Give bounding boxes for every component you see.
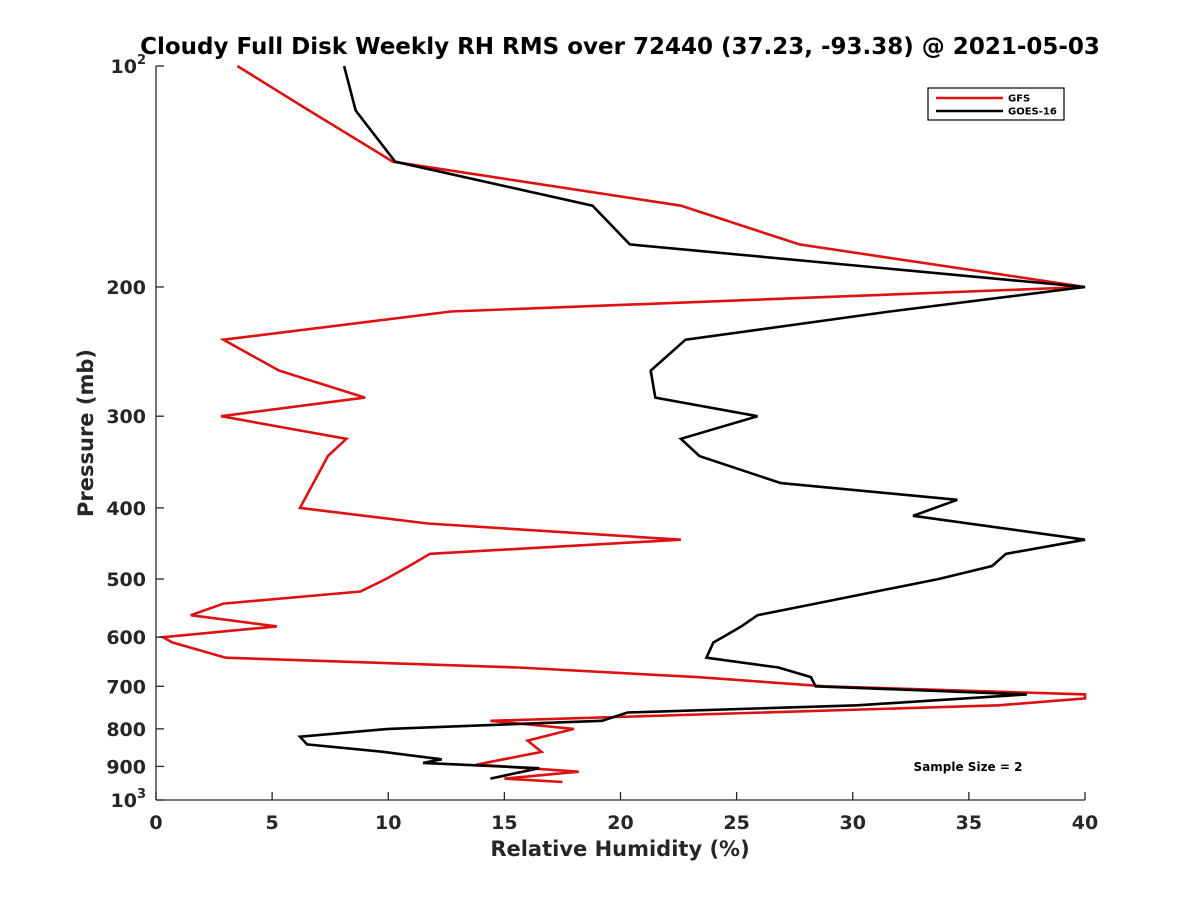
x-tick-label: 5 (266, 812, 279, 834)
legend: GFS GOES-16 (927, 87, 1065, 121)
x-tick-label: 15 (491, 812, 517, 834)
y-tick-label: 500 (106, 569, 146, 591)
sample-size-annotation: Sample Size = 2 (914, 760, 1023, 774)
legend-box (927, 87, 1065, 121)
y-tick-label: 103 (111, 787, 147, 812)
y-tick-label: 600 (106, 627, 146, 649)
x-tick-label: 25 (723, 812, 749, 834)
y-axis-label: Pressure (mb) (74, 349, 98, 517)
y-tick-label: 102 (111, 53, 147, 78)
series-line-goes-16 (297, 65, 1086, 780)
x-tick-label: 30 (840, 812, 866, 834)
axes: 0 5 10 15 20 25 30 35 40 102 200 300 400 500 600 700 800… (106, 53, 1098, 834)
series-line-gfs (158, 64, 1087, 784)
chart-title: Cloudy Full Disk Weekly RH RMS over 7244… (140, 34, 1100, 60)
x-tick-label: 20 (607, 812, 633, 834)
y-tick-label: 300 (106, 406, 146, 428)
series-layer (158, 64, 1087, 784)
x-axis-label: Relative Humidity (%) (490, 837, 749, 861)
y-tick-label: 800 (106, 719, 146, 741)
y-tick-label: 200 (106, 277, 146, 299)
x-tick-label: 10 (375, 812, 401, 834)
y-tick-label: 400 (106, 498, 146, 520)
x-tick-label: 40 (1072, 812, 1098, 834)
x-tick-label: 35 (956, 812, 982, 834)
x-tick-label: 0 (149, 812, 162, 834)
y-tick-label: 900 (106, 756, 146, 778)
legend-label: GFS (1008, 94, 1030, 105)
legend-label: GOES-16 (1008, 107, 1057, 118)
y-tick-label: 700 (106, 676, 146, 698)
